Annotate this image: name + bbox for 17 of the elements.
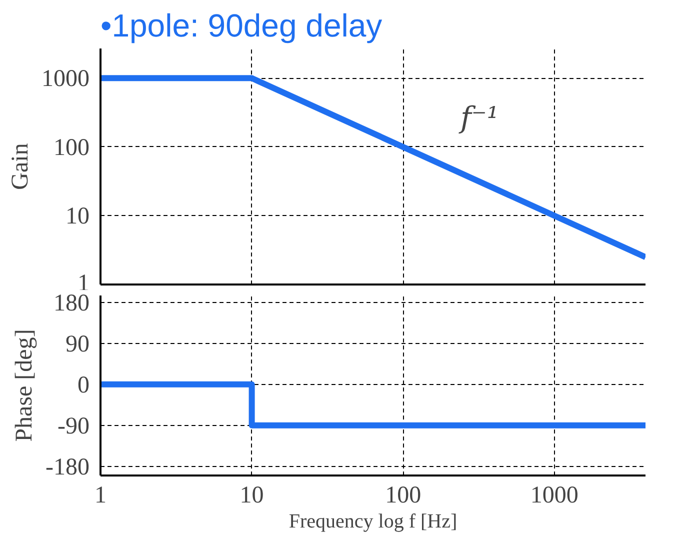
annotation: f⁻¹	[458, 100, 499, 134]
x-tick-label: 100	[385, 482, 422, 508]
y-tick-label: 180	[54, 290, 90, 316]
y-axis-title: Phase [deg]	[12, 329, 38, 442]
chart-title: •1pole: 90deg delay	[100, 8, 382, 44]
y-tick-label: 1000	[42, 66, 90, 92]
x-tick-label: 1	[94, 482, 106, 508]
x-axis-title: Frequency log f [Hz]	[288, 510, 458, 532]
x-tick-label: 1000	[530, 482, 578, 508]
y-tick-label: 100	[54, 134, 90, 161]
x-tick-label: 10	[240, 482, 264, 508]
y-tick-label: -180	[46, 454, 90, 480]
y-tick-label: 90	[66, 331, 90, 358]
y-tick-label: 0	[78, 372, 90, 398]
y-tick-label: -90	[58, 413, 90, 440]
y-axis-title: Gain	[8, 143, 34, 190]
y-tick-label: 10	[66, 204, 90, 230]
